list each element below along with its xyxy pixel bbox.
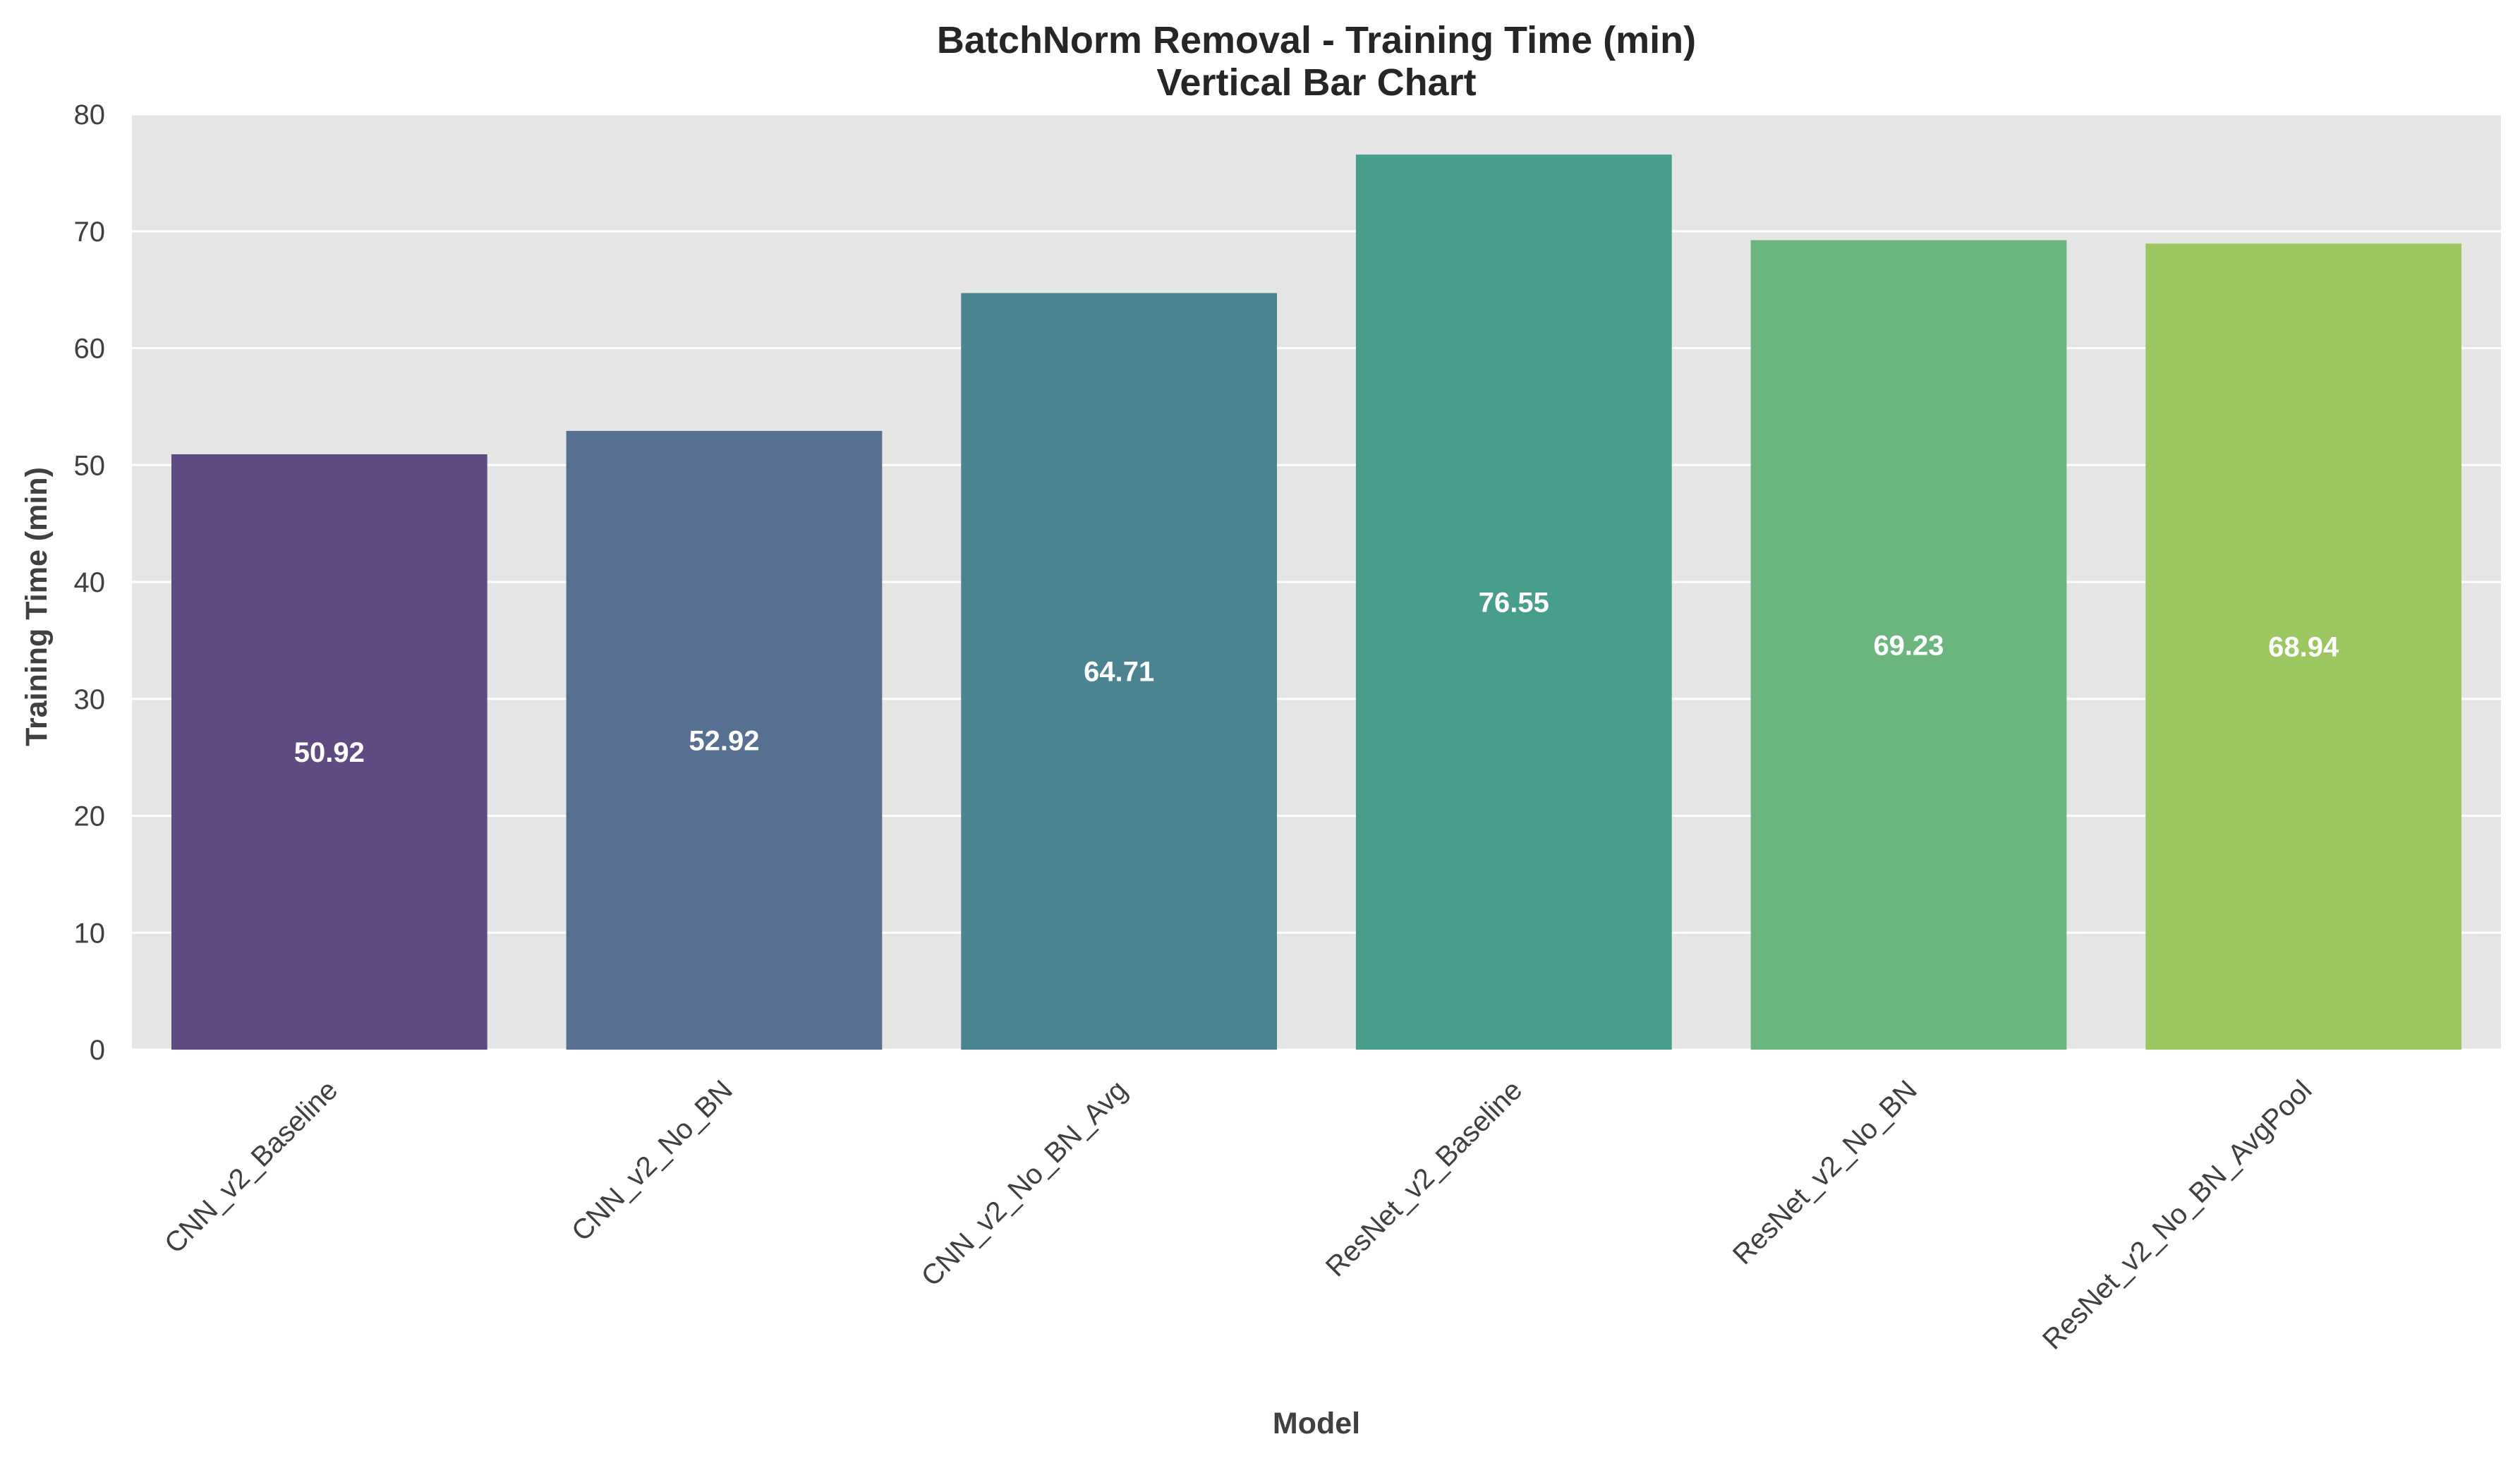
x-tick-label: CNN_v2_Baseline xyxy=(159,1074,344,1259)
bar-ResNet_v2_Baseline xyxy=(1355,154,1672,1050)
y-tick-label: 20 xyxy=(74,801,106,832)
bar-value-label: 50.92 xyxy=(294,737,365,768)
bar-CNN_v2_Baseline xyxy=(171,454,487,1050)
y-tick-label: 40 xyxy=(74,567,106,598)
chart-title: BatchNorm Removal - Training Time (min) xyxy=(937,19,1696,61)
x-tick-label: CNN_v2_No_BN_Avg xyxy=(916,1074,1134,1292)
x-axis-ticks: CNN_v2_Baseline CNN_v2_No_BN CNN_v2_No_BN_… xyxy=(159,1074,2318,1356)
gridlines xyxy=(132,113,2501,1051)
bar-value-label: 68.94 xyxy=(2268,632,2339,663)
x-axis-label: Model xyxy=(1273,1407,1360,1440)
bar-ResNet_v2_No_BN xyxy=(1750,240,2067,1050)
x-tick-label: ResNet_v2_No_BN xyxy=(1727,1074,1923,1270)
bar-value-label: 64.71 xyxy=(1084,657,1154,688)
y-axis-ticks: 0 10 20 30 40 50 60 70 80 xyxy=(74,99,106,1066)
bar-value-label: 76.55 xyxy=(1479,588,1549,619)
y-axis-label: Training Time (min) xyxy=(20,467,54,746)
value-labels: 50.92 52.92 64.71 76.55 69.23 68.94 xyxy=(294,588,2339,768)
x-tick-label: ResNet_v2_Baseline xyxy=(1320,1074,1528,1282)
y-tick-label: 30 xyxy=(74,684,106,715)
bar-value-label: 69.23 xyxy=(1873,630,1944,661)
bar-CNN_v2_No_BN xyxy=(566,430,883,1050)
x-tick-label: CNN_v2_No_BN xyxy=(566,1074,739,1247)
x-tick-label: ResNet_v2_No_BN_AvgPool xyxy=(2037,1074,2318,1356)
chart-subtitle: Vertical Bar Chart xyxy=(1156,61,1476,104)
bar-value-label: 52.92 xyxy=(689,725,759,756)
y-tick-label: 80 xyxy=(74,99,106,130)
y-tick-label: 10 xyxy=(74,918,106,949)
y-tick-label: 60 xyxy=(74,334,106,365)
bar-ResNet_v2_No_BN_AvgPool xyxy=(2145,243,2462,1050)
y-tick-label: 0 xyxy=(90,1035,105,1066)
bars xyxy=(171,154,2462,1050)
y-tick-label: 70 xyxy=(74,217,106,248)
y-tick-label: 50 xyxy=(74,450,106,481)
bar-CNN_v2_No_BN_Avg xyxy=(961,293,1278,1050)
